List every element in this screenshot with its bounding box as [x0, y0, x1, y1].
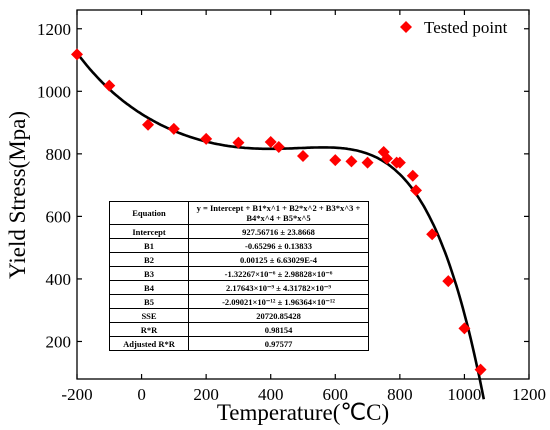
data-point: [380, 152, 393, 165]
x-tick-label: 0: [137, 385, 146, 404]
x-tick-label: 400: [258, 385, 284, 404]
y-tick-label: 400: [46, 270, 72, 289]
legend-marker: [400, 21, 412, 33]
fit-table-value: -0.65296 ± 0.13833: [188, 238, 369, 253]
fit-table-row: SSE 20720.85428: [109, 308, 369, 323]
fit-table-value: -2.09021×10⁻¹² ± 1.96364×10⁻¹²: [188, 294, 369, 309]
data-point: [426, 228, 439, 241]
axis-ticks: -200 0 200 400 600 800 1000 1200 200 400 600 800 100…: [37, 10, 546, 404]
data-point: [272, 140, 285, 153]
fit-table-label: Intercept: [109, 224, 189, 239]
fit-table-row: B2 0.00125 ± 6.63029E-4: [109, 252, 369, 267]
fit-results-table: Equation y = Intercept + B1*x^1 + B2*x^2…: [109, 201, 369, 351]
fit-table-row: Adjusted R*R 0.97577: [109, 336, 369, 351]
fit-table-label: R*R: [109, 322, 189, 337]
x-tick-label: 200: [193, 385, 219, 404]
data-point: [458, 322, 471, 335]
fit-table-row: Intercept 927.56716 ± 23.8668: [109, 224, 369, 239]
data-point: [232, 136, 245, 149]
fit-table-label: Adjusted R*R: [109, 336, 189, 351]
fit-table-header-label: Equation: [109, 201, 189, 225]
data-point: [393, 156, 406, 169]
y-tick-label: 200: [46, 332, 72, 351]
fit-table-label: B3: [109, 266, 189, 281]
y-tick-label: 600: [46, 207, 72, 226]
fit-table-row: B3 -1.32267×10⁻⁶ ± 2.98828×10⁻⁶: [109, 266, 369, 281]
fit-table-equation: y = Intercept + B1*x^1 + B2*x^2 + B3*x^3…: [188, 201, 369, 225]
data-point: [200, 132, 213, 145]
fit-table-value: 0.97577: [188, 336, 369, 351]
data-point: [410, 184, 422, 197]
fit-table-value: 927.56716 ± 23.8668: [188, 224, 369, 239]
legend: Tested point: [400, 18, 508, 37]
data-point: [345, 155, 358, 168]
fit-table-value: 0.98154: [188, 322, 369, 337]
fit-table-value: 2.17643×10⁻⁹ ± 4.31782×10⁻⁹: [188, 280, 369, 295]
fit-table-header-row: Equation y = Intercept + B1*x^1 + B2*x^2…: [109, 201, 369, 225]
data-point: [406, 169, 419, 182]
fit-table-row: B5 -2.09021×10⁻¹² ± 1.96364×10⁻¹²: [109, 294, 369, 309]
y-tick-label: 1000: [37, 82, 71, 101]
data-point: [361, 156, 374, 169]
data-point: [329, 154, 342, 167]
x-tick-label: 600: [323, 385, 349, 404]
y-tick-label: 1200: [37, 20, 71, 39]
data-point: [167, 122, 180, 135]
x-tick-label: -200: [61, 385, 92, 404]
fit-table-label: SSE: [109, 308, 189, 323]
fit-table-row: B4 2.17643×10⁻⁹ ± 4.31782×10⁻⁹: [109, 280, 369, 295]
fit-table-label: B1: [109, 238, 189, 253]
data-point: [474, 363, 487, 376]
y-axis-title: Yield Stress(Mpa): [5, 111, 30, 279]
data-point: [297, 150, 309, 163]
fit-table-row: R*R 0.98154: [109, 322, 369, 337]
data-point: [142, 118, 155, 131]
x-tick-label: 1000: [447, 385, 481, 404]
x-tick-label: 1200: [512, 385, 546, 404]
x-axis-title: Temperature(℃C): [217, 400, 389, 425]
plot-frame: [76, 9, 530, 380]
data-point: [442, 275, 455, 288]
fit-table-row: B1 -0.65296 ± 0.13833: [109, 238, 369, 253]
fit-table-label: B2: [109, 252, 189, 267]
data-point: [71, 48, 83, 61]
fit-table-value: 0.00125 ± 6.63029E-4: [188, 252, 369, 267]
x-tick-label: 800: [387, 385, 413, 404]
data-point: [103, 79, 116, 92]
legend-label: Tested point: [424, 18, 508, 37]
fit-table-value: -1.32267×10⁻⁶ ± 2.98828×10⁻⁶: [188, 266, 369, 281]
fit-table-label: B5: [109, 294, 189, 309]
fit-table-label: B4: [109, 280, 189, 295]
fit-table-value: 20720.85428: [188, 308, 369, 323]
data-points: [71, 48, 487, 376]
y-tick-label: 800: [46, 145, 72, 164]
data-point: [264, 135, 277, 148]
